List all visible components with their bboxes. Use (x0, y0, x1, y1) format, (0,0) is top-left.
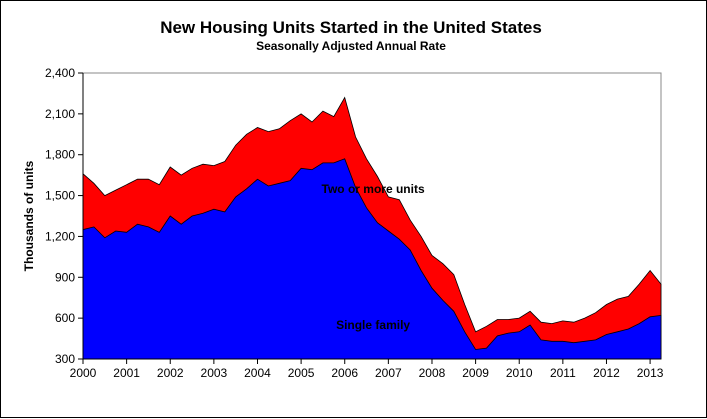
annotation-single-family: Single family (336, 318, 410, 332)
x-tick-label: 2000 (70, 366, 97, 380)
annotation-two-or-more-units: Two or more units (322, 182, 425, 196)
y-tick-label: 300 (55, 352, 75, 366)
y-tick-label: 2,100 (45, 107, 75, 121)
x-tick-label: 2013 (637, 366, 664, 380)
y-tick-label: 1,500 (45, 189, 75, 203)
area-layer (82, 96, 662, 360)
x-tick-label: 2005 (288, 366, 315, 380)
x-tick-label: 2009 (462, 366, 489, 380)
chart-subtitle: Seasonally Adjusted Annual Rate (256, 39, 446, 53)
x-tick-label: 2004 (244, 366, 271, 380)
x-tick-label: 2002 (157, 366, 184, 380)
x-tick-label: 2011 (550, 366, 576, 380)
x-tick-label: 2006 (331, 366, 358, 380)
chart-title: New Housing Units Started in the United … (160, 18, 542, 37)
series-area-single-family (82, 158, 662, 360)
y-axis-label: Thousands of units (22, 160, 36, 271)
y-tick-label: 900 (55, 270, 75, 284)
axis-layer: 300 600 900 1,200 1,500 1,800 2,100 2,400 2000 20… (45, 66, 664, 380)
x-tick-label: 2003 (201, 366, 228, 380)
x-tick-label: 2012 (593, 366, 620, 380)
y-tick-label: 600 (55, 311, 75, 325)
y-tick-label: 1,200 (45, 229, 75, 243)
x-tick-label: 2008 (419, 366, 446, 380)
y-tick-label: 1,800 (45, 148, 75, 162)
y-tick-label: 2,400 (45, 66, 75, 80)
x-tick-label: 2001 (113, 366, 140, 380)
x-tick-label: 2010 (506, 366, 533, 380)
x-tick-label: 2007 (375, 366, 402, 380)
